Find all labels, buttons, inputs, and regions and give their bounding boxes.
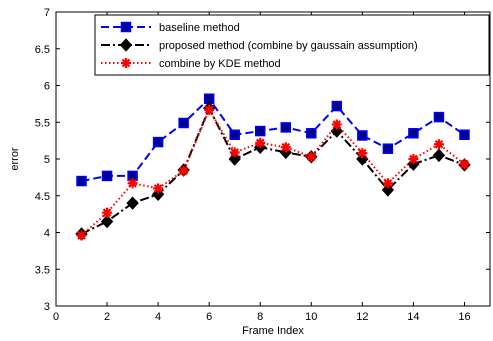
data-point	[153, 183, 164, 194]
data-point	[127, 178, 138, 189]
x-tick-label: 10	[305, 311, 317, 323]
star-stroke	[434, 139, 444, 149]
data-point	[255, 137, 266, 148]
x-tick-label: 6	[206, 311, 212, 323]
legend-marker	[121, 58, 131, 68]
legend-marker	[120, 21, 132, 33]
y-tick-label: 5.5	[35, 117, 50, 129]
legend-item: baseline method	[101, 21, 240, 34]
x-tick-label: 14	[407, 311, 419, 323]
data-point	[102, 207, 113, 218]
legend-label: baseline method	[159, 22, 240, 34]
star-stroke	[204, 105, 214, 115]
x-tick-label: 12	[356, 311, 368, 323]
y-tick-label: 3.5	[35, 264, 50, 276]
x-tick-label: 16	[458, 311, 470, 323]
data-point	[306, 151, 317, 162]
data-point	[254, 125, 266, 137]
data-point	[100, 214, 114, 229]
legend-label: proposed method (combine by gaussain ass…	[159, 40, 418, 52]
x-tick-label: 0	[53, 311, 59, 323]
data-point	[433, 139, 444, 150]
data-point	[382, 178, 393, 189]
series-0	[76, 93, 470, 187]
data-point	[76, 175, 87, 187]
data-point	[76, 230, 87, 241]
series-layer	[75, 93, 471, 241]
legend-marker	[119, 38, 133, 52]
y-tick-label: 3	[44, 301, 50, 313]
legend-item: combine by KDE method	[101, 58, 281, 70]
data-point	[152, 136, 164, 148]
star-stroke	[460, 159, 469, 169]
data-point	[280, 142, 291, 153]
legend-item: proposed method (combine by gaussain ass…	[101, 38, 418, 52]
data-point	[101, 170, 113, 182]
star-stroke	[332, 120, 342, 129]
y-tick-label: 5	[44, 154, 50, 166]
data-point	[331, 119, 342, 130]
series-line	[81, 105, 465, 235]
y-tick-label: 6	[44, 81, 50, 93]
data-point	[382, 143, 394, 154]
y-tick-label: 6.5	[35, 44, 50, 56]
data-point	[331, 100, 343, 112]
x-tick-label: 8	[257, 311, 263, 323]
data-point	[459, 159, 470, 170]
y-tick-label: 4	[44, 228, 50, 240]
star-stroke	[102, 208, 112, 217]
axis-ticks: 0 2 4 6 8 10 12 14 16 3 3.5 4 4.5 5 5.5 6 6.5 7	[35, 7, 490, 323]
star-stroke	[281, 142, 291, 152]
star-stroke	[383, 178, 393, 188]
series-line	[81, 97, 466, 183]
series-2	[76, 104, 470, 241]
data-point	[229, 129, 240, 140]
x-tick-label: 2	[104, 311, 110, 323]
y-tick-label: 4.5	[35, 191, 50, 203]
y-axis-label: error	[9, 147, 21, 171]
star-stroke	[77, 231, 86, 240]
data-point	[357, 148, 368, 159]
data-point	[178, 117, 189, 129]
data-point	[408, 128, 419, 139]
legend-box	[94, 14, 490, 76]
y-tick-label: 7	[44, 7, 50, 19]
x-axis-label: Frame Index	[242, 325, 304, 337]
data-point	[229, 147, 240, 158]
data-point	[280, 122, 292, 133]
star-stroke	[306, 152, 316, 162]
legend-label: combine by KDE method	[159, 58, 281, 70]
star-stroke	[358, 148, 367, 158]
star-stroke	[179, 166, 188, 176]
data-point	[408, 154, 419, 164]
data-point	[357, 130, 368, 141]
data-point	[306, 128, 317, 139]
star-stroke	[153, 184, 163, 193]
star-stroke	[128, 178, 137, 188]
legend: baseline method proposed method (combine …	[94, 14, 490, 76]
star-stroke	[409, 154, 418, 164]
data-point	[178, 165, 189, 176]
data-point	[204, 104, 215, 115]
data-point	[126, 196, 139, 210]
x-tick-label: 4	[155, 311, 161, 323]
star-stroke	[121, 58, 131, 68]
data-point	[433, 111, 445, 123]
star-stroke	[230, 148, 240, 157]
data-point	[459, 129, 470, 140]
star-stroke	[255, 138, 265, 148]
data-point	[432, 148, 446, 163]
